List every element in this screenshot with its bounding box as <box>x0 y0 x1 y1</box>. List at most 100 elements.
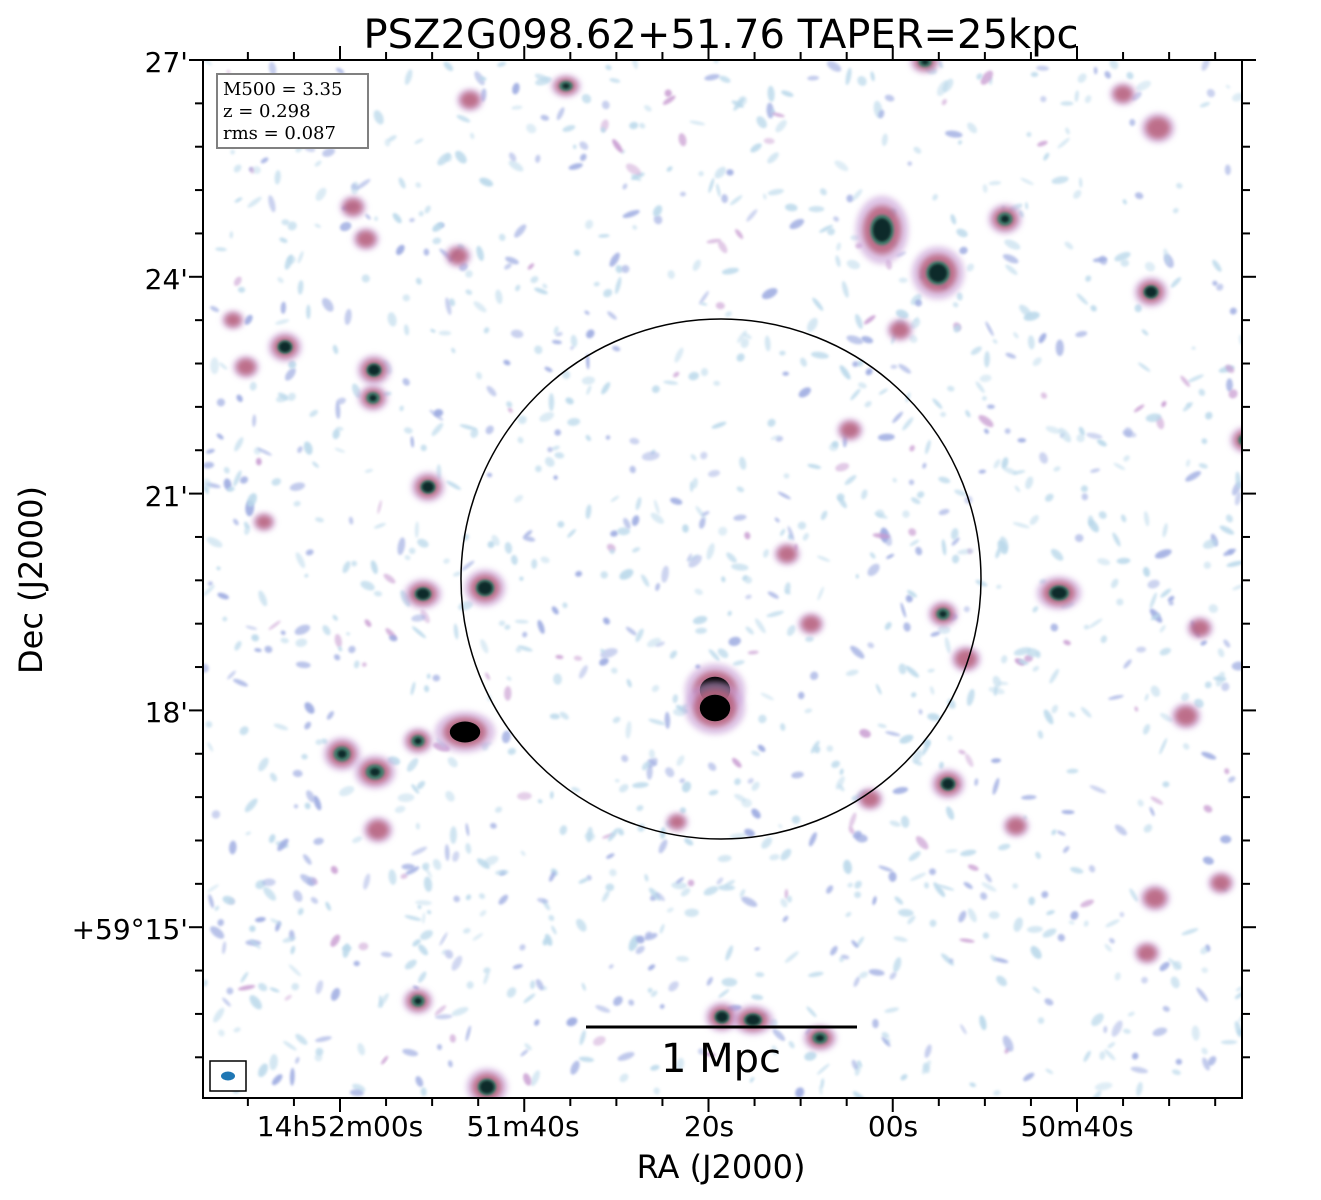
noise-blob <box>420 444 427 452</box>
noise-blob <box>295 638 308 647</box>
noise-blob <box>607 828 619 842</box>
noise-blob <box>207 742 214 752</box>
noise-blob <box>322 625 331 636</box>
noise-blob <box>585 504 592 519</box>
noise-blob <box>508 160 524 172</box>
noise-blob <box>732 757 742 768</box>
noise-blob <box>846 335 864 345</box>
noise-blob <box>1137 799 1144 807</box>
noise-blob <box>1201 1047 1208 1055</box>
noise-blob <box>291 982 299 991</box>
noise-blob <box>315 517 324 523</box>
noise-blob <box>881 133 888 147</box>
noise-blob <box>377 993 389 1008</box>
noise-blob <box>522 535 536 542</box>
noise-blob <box>698 171 704 177</box>
noise-blob <box>708 177 715 193</box>
noise-blob <box>949 958 954 963</box>
noise-blob <box>570 334 578 348</box>
noise-blob <box>1025 476 1034 490</box>
noise-blob <box>519 576 524 581</box>
noise-blob <box>415 1076 424 1087</box>
noise-blob <box>281 219 290 226</box>
noise-blob <box>1019 304 1032 317</box>
radio-source <box>836 418 864 442</box>
noise-blob <box>581 376 595 385</box>
noise-blob <box>675 877 685 884</box>
noise-blob <box>214 905 220 911</box>
noise-blob <box>411 846 428 856</box>
noise-blob <box>537 619 545 634</box>
noise-blob <box>510 329 524 339</box>
noise-blob <box>736 486 745 493</box>
noise-blob <box>570 346 574 350</box>
noise-blob <box>877 433 895 441</box>
noise-blob <box>289 482 306 491</box>
noise-blob <box>315 1036 332 1043</box>
noise-blob <box>1207 1056 1217 1066</box>
noise-blob <box>667 270 675 279</box>
radio-source <box>1109 82 1137 106</box>
noise-blob <box>1040 96 1047 103</box>
noise-blob <box>1116 557 1131 565</box>
noise-blob <box>647 637 661 648</box>
noise-blob <box>826 885 834 894</box>
noise-blob <box>1185 471 1201 482</box>
noise-blob <box>416 780 426 790</box>
noise-blob <box>872 533 890 539</box>
noise-blob <box>355 178 371 190</box>
noise-blob <box>553 475 558 480</box>
noise-blob <box>1046 910 1055 916</box>
noise-blob <box>619 569 634 580</box>
noise-blob <box>514 494 524 503</box>
noise-blob <box>334 447 346 453</box>
noise-blob <box>603 288 613 298</box>
noise-blob <box>1213 676 1227 681</box>
noise-blob <box>755 972 765 978</box>
radio-source <box>987 203 1023 235</box>
noise-blob <box>357 1043 365 1056</box>
noise-blob <box>383 573 396 584</box>
noise-blob <box>203 584 215 596</box>
noise-blob <box>414 138 424 144</box>
noise-blob <box>852 189 863 201</box>
noise-blob <box>585 434 591 442</box>
noise-blob <box>1119 912 1125 918</box>
noise-blob <box>544 366 553 373</box>
x-tick-label: 14h52m00s <box>257 1110 424 1143</box>
noise-blob <box>898 364 912 374</box>
noise-blob <box>668 981 679 992</box>
noise-blob <box>1079 177 1083 188</box>
noise-blob <box>884 621 892 631</box>
noise-blob <box>364 468 374 473</box>
noise-blob <box>826 745 834 752</box>
noise-blob <box>622 183 628 190</box>
noise-blob <box>364 619 372 628</box>
noise-blob <box>797 691 805 700</box>
noise-blob <box>222 895 236 905</box>
noise-blob <box>726 169 734 176</box>
noise-blob <box>608 964 614 969</box>
noise-blob <box>420 1087 427 1097</box>
noise-blob <box>245 625 258 630</box>
noise-blob <box>807 75 819 81</box>
noise-blob <box>1150 796 1164 805</box>
noise-blob <box>1114 824 1127 836</box>
noise-blob <box>1110 578 1119 589</box>
noise-blob <box>229 840 237 855</box>
noise-blob <box>445 790 455 802</box>
noise-blob <box>665 767 675 778</box>
noise-blob <box>412 626 426 639</box>
noise-blob <box>306 790 315 803</box>
noise-blob <box>655 641 665 647</box>
noise-blob <box>1053 466 1061 472</box>
y-axis-label: Dec (J2000) <box>12 486 50 674</box>
radio-source <box>911 246 965 300</box>
noise-blob <box>629 465 636 474</box>
noise-blob <box>1191 346 1196 350</box>
noise-blob <box>1108 694 1124 700</box>
noise-blob <box>666 907 674 913</box>
noise-blob <box>980 892 988 900</box>
noise-blob <box>445 297 452 315</box>
noise-blob <box>612 716 621 724</box>
